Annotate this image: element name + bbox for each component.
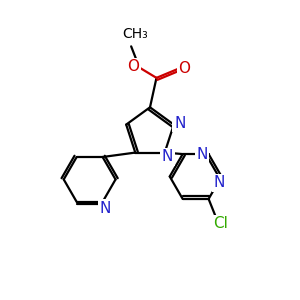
Text: N: N <box>162 149 173 164</box>
Text: CH₃: CH₃ <box>123 27 148 41</box>
Text: N: N <box>99 201 111 216</box>
Text: N: N <box>174 116 185 130</box>
Text: Cl: Cl <box>213 217 228 232</box>
Text: O: O <box>178 61 190 76</box>
Text: O: O <box>128 59 140 74</box>
Text: N: N <box>196 147 208 162</box>
Text: N: N <box>214 176 225 190</box>
